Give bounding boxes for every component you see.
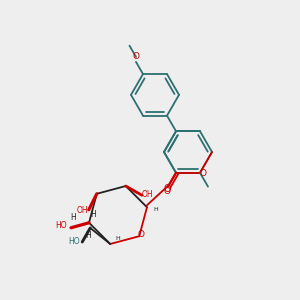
Text: H: H <box>90 210 96 219</box>
Text: O: O <box>133 52 140 61</box>
Text: O: O <box>138 230 145 239</box>
Text: H: H <box>116 236 121 241</box>
Text: H: H <box>85 231 91 240</box>
Text: O: O <box>200 169 206 178</box>
Text: H: H <box>153 207 158 212</box>
Text: HO: HO <box>55 221 67 230</box>
Text: O: O <box>163 184 171 194</box>
Text: O: O <box>164 187 170 196</box>
Text: OH: OH <box>142 190 153 199</box>
Text: OH: OH <box>77 206 88 215</box>
Text: HO: HO <box>68 237 80 246</box>
Text: H: H <box>70 213 76 222</box>
